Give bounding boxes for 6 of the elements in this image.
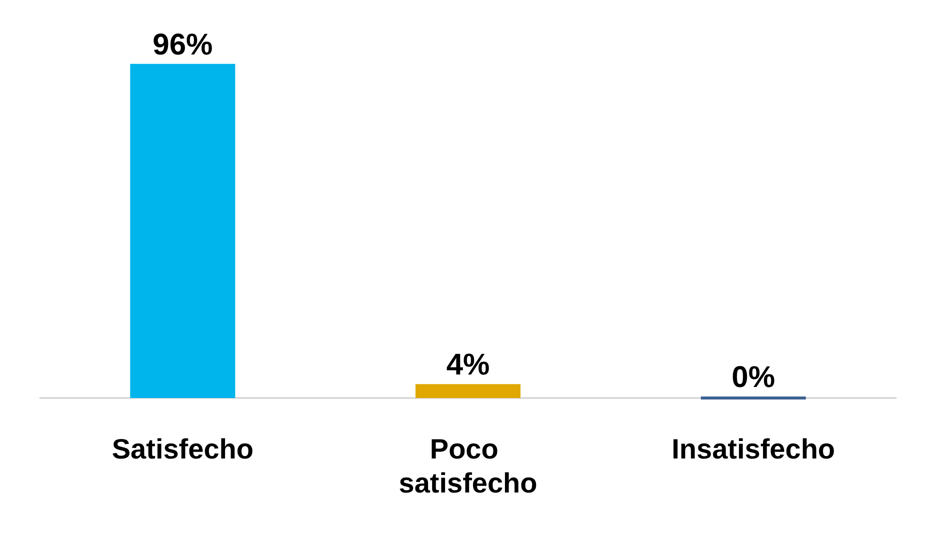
x-tick-label: Satisfecho: [112, 434, 254, 464]
x-tick-label: Insatisfecho: [672, 434, 836, 464]
data-label: 0%: [732, 361, 776, 394]
x-tick-label: Poco satisfecho: [398, 434, 538, 498]
data-label: 96%: [152, 28, 213, 62]
data-label: 4%: [446, 348, 490, 382]
